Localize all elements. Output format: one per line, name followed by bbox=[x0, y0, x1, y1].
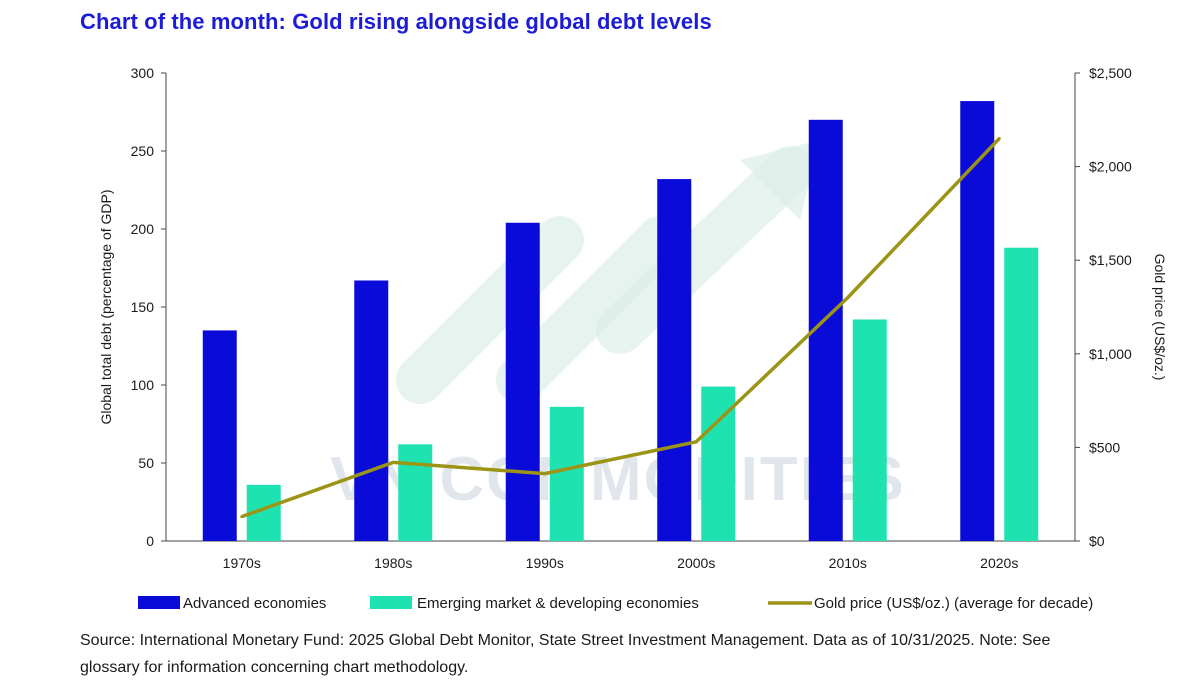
y-tick-label-right: $0 bbox=[1089, 533, 1105, 549]
plot-area: 0 50 100 150 200 250 300 $0 $500 $1,000 $1,500 $2,0… bbox=[98, 65, 1168, 571]
gold-price-point bbox=[694, 440, 698, 444]
legend-label-emerging: Emerging market & developing economies bbox=[417, 595, 699, 612]
y-tick-label-left: 250 bbox=[131, 143, 155, 159]
gold-price-point bbox=[543, 472, 547, 476]
x-tick-label: 1990s bbox=[526, 555, 564, 571]
bar-emerging-1980s bbox=[398, 444, 433, 541]
bar-advanced-1970s bbox=[202, 330, 237, 541]
gold-price-point bbox=[846, 296, 850, 300]
y-tick-label-right: $1,500 bbox=[1089, 252, 1132, 268]
y-tick-label-left: 100 bbox=[131, 377, 155, 393]
y-tick-label-left: 0 bbox=[146, 533, 154, 549]
y-tick-label-left: 200 bbox=[131, 221, 155, 237]
bar-advanced-2000s bbox=[657, 179, 692, 541]
y-tick-label-right: $500 bbox=[1089, 439, 1120, 455]
bar-advanced-2020s bbox=[960, 101, 995, 541]
chart-title: Chart of the month: Gold rising alongsid… bbox=[80, 9, 712, 34]
gold-price-line bbox=[241, 137, 1001, 519]
gold-price-point bbox=[240, 515, 244, 519]
source-note: Source: International Monetary Fund: 202… bbox=[80, 632, 1051, 676]
bar-emerging-1990s bbox=[549, 406, 584, 541]
bar-advanced-1990s bbox=[505, 222, 540, 541]
y-axis-title-right: Gold price (US$/oz.) bbox=[1152, 254, 1168, 381]
legend-swatch-advanced bbox=[138, 596, 180, 609]
x-tick-label: 2020s bbox=[980, 555, 1018, 571]
y-tick-label-left: 50 bbox=[138, 455, 154, 471]
y-tick-label-left: 300 bbox=[131, 65, 155, 81]
x-tick-label: 2000s bbox=[677, 555, 715, 571]
x-tick-label: 1980s bbox=[374, 555, 412, 571]
y-tick-label-left: 150 bbox=[131, 299, 155, 315]
watermark: VN COMMODITIES bbox=[330, 140, 904, 514]
x-tick-label: 2010s bbox=[829, 555, 867, 571]
bar-emerging-2020s bbox=[1004, 247, 1039, 541]
y-tick-label-right: $1,000 bbox=[1089, 346, 1132, 362]
gold-price-point bbox=[391, 460, 395, 464]
bar-advanced-1980s bbox=[354, 280, 389, 541]
x-tick-label: 1970s bbox=[223, 555, 261, 571]
y-tick-label-right: $2,500 bbox=[1089, 65, 1132, 81]
legend-label-advanced: Advanced economies bbox=[183, 595, 326, 612]
gold-price-point bbox=[997, 137, 1001, 141]
y-axis-title-left: Global total debt (percentage of GDP) bbox=[98, 189, 114, 424]
legend-label-gold: Gold price (US$/oz.) (average for decade… bbox=[814, 595, 1093, 612]
legend: Advanced economies Emerging market & deve… bbox=[138, 595, 1093, 612]
y-tick-label-right: $2,000 bbox=[1089, 159, 1132, 175]
legend-swatch-emerging bbox=[370, 596, 412, 609]
bar-emerging-2010s bbox=[852, 319, 887, 541]
